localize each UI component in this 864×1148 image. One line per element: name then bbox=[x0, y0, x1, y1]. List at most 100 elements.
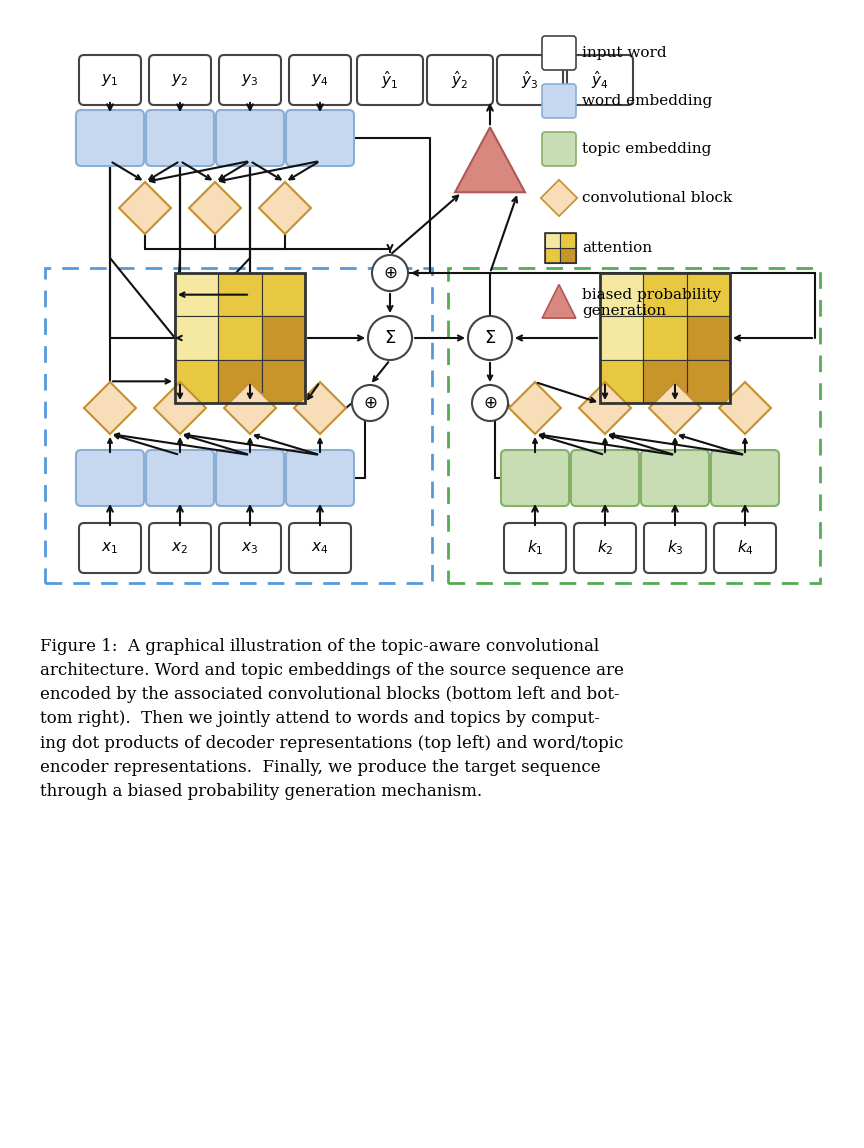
Polygon shape bbox=[119, 183, 171, 234]
FancyBboxPatch shape bbox=[286, 450, 354, 506]
Text: $\hat{y}_4$: $\hat{y}_4$ bbox=[591, 69, 609, 91]
Polygon shape bbox=[541, 180, 577, 216]
Polygon shape bbox=[189, 183, 241, 234]
FancyBboxPatch shape bbox=[357, 55, 423, 104]
Bar bbox=[448, 267, 820, 583]
Bar bbox=[545, 248, 561, 263]
Polygon shape bbox=[224, 382, 276, 434]
Bar bbox=[600, 273, 730, 403]
Text: topic embedding: topic embedding bbox=[582, 142, 711, 156]
Bar bbox=[262, 359, 305, 403]
FancyBboxPatch shape bbox=[149, 523, 211, 573]
Circle shape bbox=[368, 316, 412, 360]
Bar bbox=[644, 317, 687, 359]
FancyBboxPatch shape bbox=[574, 523, 636, 573]
Bar bbox=[644, 359, 687, 403]
Text: $x_3$: $x_3$ bbox=[241, 541, 258, 556]
Bar bbox=[219, 317, 262, 359]
Text: Figure 1:  A graphical illustration of the topic-aware convolutional
architectur: Figure 1: A graphical illustration of th… bbox=[40, 638, 624, 800]
Polygon shape bbox=[294, 382, 346, 434]
Text: $\Sigma$: $\Sigma$ bbox=[384, 329, 396, 347]
Bar bbox=[545, 233, 561, 248]
FancyBboxPatch shape bbox=[219, 55, 281, 104]
Polygon shape bbox=[719, 382, 771, 434]
Text: input word: input word bbox=[582, 46, 667, 60]
Bar bbox=[600, 317, 644, 359]
Polygon shape bbox=[543, 285, 575, 318]
FancyBboxPatch shape bbox=[219, 523, 281, 573]
Text: $x_1$: $x_1$ bbox=[101, 541, 118, 556]
Text: word embedding: word embedding bbox=[582, 94, 712, 108]
Polygon shape bbox=[84, 382, 136, 434]
Circle shape bbox=[468, 316, 512, 360]
Bar bbox=[219, 273, 262, 317]
FancyBboxPatch shape bbox=[641, 450, 709, 506]
Text: $y_1$: $y_1$ bbox=[101, 72, 118, 88]
Text: $x_2$: $x_2$ bbox=[171, 541, 188, 556]
Text: $k_2$: $k_2$ bbox=[597, 538, 613, 557]
FancyBboxPatch shape bbox=[427, 55, 493, 104]
FancyBboxPatch shape bbox=[501, 450, 569, 506]
Bar bbox=[175, 273, 219, 317]
FancyBboxPatch shape bbox=[146, 110, 214, 166]
Circle shape bbox=[372, 255, 408, 290]
Bar bbox=[687, 317, 730, 359]
Bar bbox=[687, 273, 730, 317]
Polygon shape bbox=[154, 382, 206, 434]
FancyBboxPatch shape bbox=[714, 523, 776, 573]
Bar bbox=[175, 359, 219, 403]
FancyBboxPatch shape bbox=[286, 110, 354, 166]
Text: $\hat{y}_1$: $\hat{y}_1$ bbox=[381, 69, 398, 91]
FancyBboxPatch shape bbox=[497, 55, 563, 104]
FancyBboxPatch shape bbox=[79, 523, 141, 573]
FancyBboxPatch shape bbox=[216, 450, 284, 506]
Text: $\oplus$: $\oplus$ bbox=[363, 395, 378, 411]
FancyBboxPatch shape bbox=[711, 450, 779, 506]
FancyBboxPatch shape bbox=[571, 450, 639, 506]
FancyBboxPatch shape bbox=[542, 84, 576, 118]
Text: $y_4$: $y_4$ bbox=[311, 72, 329, 88]
Text: $k_3$: $k_3$ bbox=[667, 538, 683, 557]
Polygon shape bbox=[259, 183, 311, 234]
Text: $\hat{y}_3$: $\hat{y}_3$ bbox=[521, 69, 539, 91]
Bar bbox=[545, 233, 575, 263]
Text: $y_2$: $y_2$ bbox=[171, 72, 188, 88]
Polygon shape bbox=[455, 127, 525, 192]
Text: $y_3$: $y_3$ bbox=[241, 72, 258, 88]
Bar bbox=[262, 273, 305, 317]
FancyBboxPatch shape bbox=[644, 523, 706, 573]
Polygon shape bbox=[649, 382, 701, 434]
Polygon shape bbox=[509, 382, 561, 434]
FancyBboxPatch shape bbox=[149, 55, 211, 104]
FancyBboxPatch shape bbox=[289, 55, 351, 104]
Bar bbox=[175, 317, 219, 359]
Bar bbox=[561, 248, 575, 263]
Circle shape bbox=[352, 385, 388, 421]
Text: $\oplus$: $\oplus$ bbox=[483, 395, 498, 411]
Text: $x_4$: $x_4$ bbox=[311, 541, 329, 556]
Bar bbox=[600, 359, 644, 403]
FancyBboxPatch shape bbox=[542, 36, 576, 70]
FancyBboxPatch shape bbox=[76, 110, 144, 166]
Text: $\oplus$: $\oplus$ bbox=[383, 264, 397, 281]
Bar bbox=[219, 359, 262, 403]
Bar bbox=[175, 273, 305, 403]
Text: convolutional block: convolutional block bbox=[582, 191, 733, 205]
FancyBboxPatch shape bbox=[504, 523, 566, 573]
FancyBboxPatch shape bbox=[79, 55, 141, 104]
FancyBboxPatch shape bbox=[216, 110, 284, 166]
Text: $\Sigma$: $\Sigma$ bbox=[484, 329, 496, 347]
Text: attention: attention bbox=[582, 241, 652, 255]
Bar bbox=[262, 317, 305, 359]
Bar bbox=[687, 359, 730, 403]
Bar bbox=[644, 273, 687, 317]
Text: $k_4$: $k_4$ bbox=[736, 538, 753, 557]
Text: biased probability
generation: biased probability generation bbox=[582, 288, 721, 318]
FancyBboxPatch shape bbox=[567, 55, 633, 104]
FancyBboxPatch shape bbox=[542, 132, 576, 166]
Bar bbox=[600, 273, 644, 317]
FancyBboxPatch shape bbox=[146, 450, 214, 506]
Bar bbox=[561, 233, 575, 248]
FancyBboxPatch shape bbox=[289, 523, 351, 573]
Bar bbox=[45, 267, 432, 583]
